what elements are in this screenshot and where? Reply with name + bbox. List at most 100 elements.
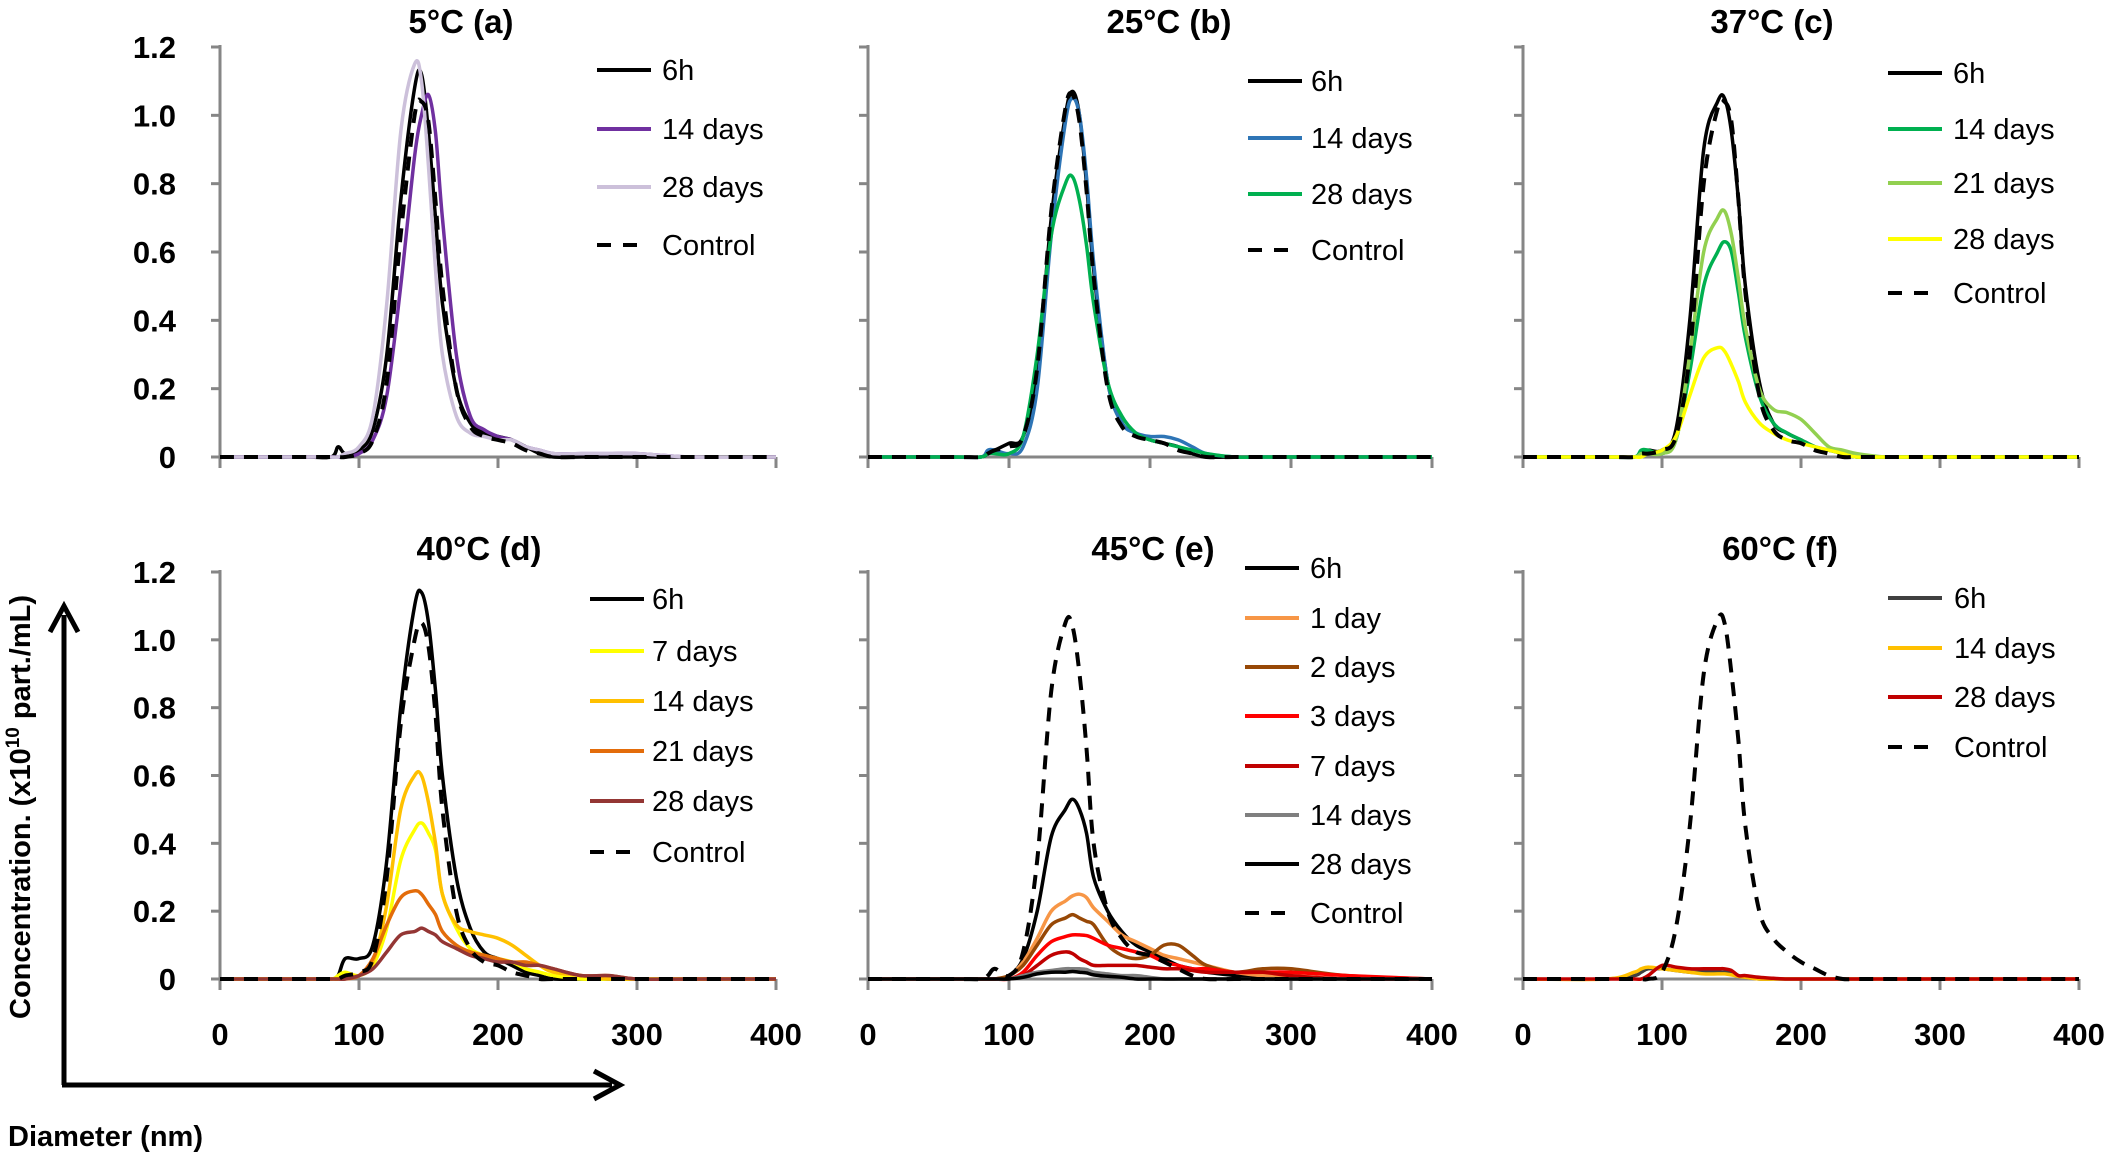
panel-b: 25°C (b) 6h 14 days 28 days Control bbox=[859, 3, 1434, 468]
y-tick-label: 1.0 bbox=[133, 623, 176, 658]
legend-item: 14 days bbox=[1888, 114, 2055, 146]
legend-item: 28 days bbox=[597, 172, 764, 204]
x-tick-label: 400 bbox=[2053, 1017, 2105, 1052]
legend-label: 21 days bbox=[1953, 168, 2055, 200]
legend-item: 28 days bbox=[1888, 682, 2056, 714]
y-tick-label: 1.2 bbox=[133, 30, 176, 65]
legend-item: Control bbox=[590, 837, 746, 869]
legend-item: 6h bbox=[597, 55, 694, 87]
legend-item: Control bbox=[1888, 732, 2048, 764]
legend-item: 6h bbox=[1248, 66, 1343, 98]
panel-c: 37°C (c) 6h 14 days 21 days 28 days Control bbox=[1514, 3, 2081, 468]
x-tick-label: 0 bbox=[211, 1017, 228, 1052]
legend-label: 6h bbox=[1953, 58, 1985, 90]
legend-item: Control bbox=[1888, 278, 2047, 310]
y-tick-label: 0.6 bbox=[133, 235, 176, 270]
panel-e: 45°C (e) 0 100 200 300 400 6h 1 day 2 days 3 days… bbox=[859, 530, 1458, 1052]
legend-item: 14 days bbox=[590, 686, 754, 718]
legend-label: 7 days bbox=[1310, 751, 1395, 783]
legend-label: 14 days bbox=[1953, 114, 2055, 146]
y-tick-label: 1.2 bbox=[133, 555, 176, 590]
legend-label: 28 days bbox=[1954, 682, 2056, 714]
series-line-28-days bbox=[220, 926, 776, 982]
series-line-28-days bbox=[219, 58, 777, 460]
y-tick-label: 0.2 bbox=[133, 372, 176, 407]
legend-item: 6h bbox=[1888, 583, 1986, 615]
x-tick-label: 100 bbox=[1636, 1017, 1688, 1052]
x-tick-label: 200 bbox=[1775, 1017, 1827, 1052]
legend-item: 3 days bbox=[1245, 701, 1395, 733]
y-tick-label: 0.8 bbox=[133, 691, 176, 726]
legend-item: 2 days bbox=[1245, 652, 1395, 684]
series-line-control bbox=[219, 97, 776, 460]
series-line-28-days bbox=[1523, 963, 2079, 982]
x-axis-arrow bbox=[62, 1068, 626, 1102]
y-tick-label: 0.6 bbox=[133, 759, 176, 794]
panel-title: 25°C (b) bbox=[1106, 3, 1231, 40]
legend-label: 6h bbox=[652, 584, 684, 616]
x-tick-label: 300 bbox=[1914, 1017, 1966, 1052]
legend-item: 21 days bbox=[590, 736, 754, 768]
legend-item: 6h bbox=[1888, 58, 1985, 90]
x-tick-label: 400 bbox=[1406, 1017, 1458, 1052]
legend: 6h 14 days 28 days Control bbox=[597, 55, 764, 262]
legend-label: 14 days bbox=[1954, 633, 2056, 665]
series-line-control bbox=[1522, 97, 2079, 460]
y-tick-label: 1.0 bbox=[133, 98, 176, 133]
legend-item: 1 day bbox=[1245, 603, 1381, 635]
legend-label: 3 days bbox=[1310, 701, 1395, 733]
legend-item: Control bbox=[597, 230, 756, 262]
panel-title: 60°C (f) bbox=[1722, 530, 1838, 567]
y-axis-arrow bbox=[47, 600, 81, 1085]
panel-a: 5°C (a) 0 0.2 0.4 0.6 0.8 1.0 1.2 6h 14 days 28 da… bbox=[133, 3, 778, 475]
legend-label: 6h bbox=[1311, 66, 1343, 98]
legend-item: 6h bbox=[1245, 553, 1342, 585]
series-line-6h bbox=[1522, 93, 2079, 460]
legend: 6h 14 days 28 days Control bbox=[1888, 583, 2056, 764]
series-line-control bbox=[868, 614, 1432, 982]
legend-label: Control bbox=[1953, 278, 2047, 310]
panel-title: 45°C (e) bbox=[1091, 530, 1214, 567]
series-line-28-days bbox=[867, 173, 1432, 460]
x-tick-label: 400 bbox=[750, 1017, 802, 1052]
legend-label: 1 day bbox=[1310, 603, 1381, 635]
series-line-control bbox=[1523, 612, 2079, 982]
y-tick-label: 0.8 bbox=[133, 167, 176, 202]
panels: 5°C (a) 0 0.2 0.4 0.6 0.8 1.0 1.2 6h 14 days 28 da… bbox=[133, 3, 2105, 1052]
legend-label: 7 days bbox=[652, 636, 737, 668]
legend-item: 14 days bbox=[1245, 800, 1412, 832]
panel-d: 40°C (d) 0 0.2 0.4 0.6 0.8 1.0 1.2 0 100 200 300 400… bbox=[133, 530, 802, 1052]
panel-title: 5°C (a) bbox=[409, 3, 514, 40]
legend-item: 28 days bbox=[1248, 179, 1413, 211]
legend-label: 14 days bbox=[1310, 800, 1412, 832]
legend-label: 28 days bbox=[652, 786, 754, 818]
legend-label: 6h bbox=[662, 55, 694, 87]
legend-item: Control bbox=[1248, 235, 1405, 267]
y-tick-label: 0 bbox=[159, 440, 176, 475]
legend-label: 14 days bbox=[1311, 123, 1413, 155]
legend: 6h 7 days 14 days 21 days 28 days Control bbox=[590, 584, 754, 869]
legend-label: Control bbox=[662, 230, 756, 262]
series-line-14-days bbox=[219, 92, 777, 460]
panel-title: 40°C (d) bbox=[416, 530, 541, 567]
legend-item: 28 days bbox=[590, 786, 754, 818]
legend-label: 28 days bbox=[1311, 179, 1413, 211]
x-tick-label: 0 bbox=[1514, 1017, 1531, 1052]
legend: 6h 14 days 21 days 28 days Control bbox=[1888, 58, 2055, 310]
y-tick-label: 0.4 bbox=[133, 303, 177, 338]
legend-label: Control bbox=[652, 837, 746, 869]
panel-f: 60°C (f) 0 100 200 300 400 6h 14 days 28 days Con… bbox=[1514, 530, 2105, 1052]
x-tick-label: 200 bbox=[1124, 1017, 1176, 1052]
legend-item: 14 days bbox=[1888, 633, 2056, 665]
x-tick-label: 100 bbox=[983, 1017, 1035, 1052]
legend: 6h 1 day 2 days 3 days 7 days 14 days 28 days C… bbox=[1245, 553, 1412, 930]
legend-label: Control bbox=[1954, 732, 2048, 764]
legend-label: Control bbox=[1311, 235, 1405, 267]
legend-label: 14 days bbox=[662, 114, 764, 146]
y-tick-label: 0 bbox=[159, 962, 176, 997]
x-tick-label: 100 bbox=[333, 1017, 385, 1052]
x-axis-label: Diameter (nm) bbox=[8, 1121, 203, 1152]
y-tick-label: 0.2 bbox=[133, 894, 176, 929]
y-tick-label: 0.4 bbox=[133, 826, 177, 861]
